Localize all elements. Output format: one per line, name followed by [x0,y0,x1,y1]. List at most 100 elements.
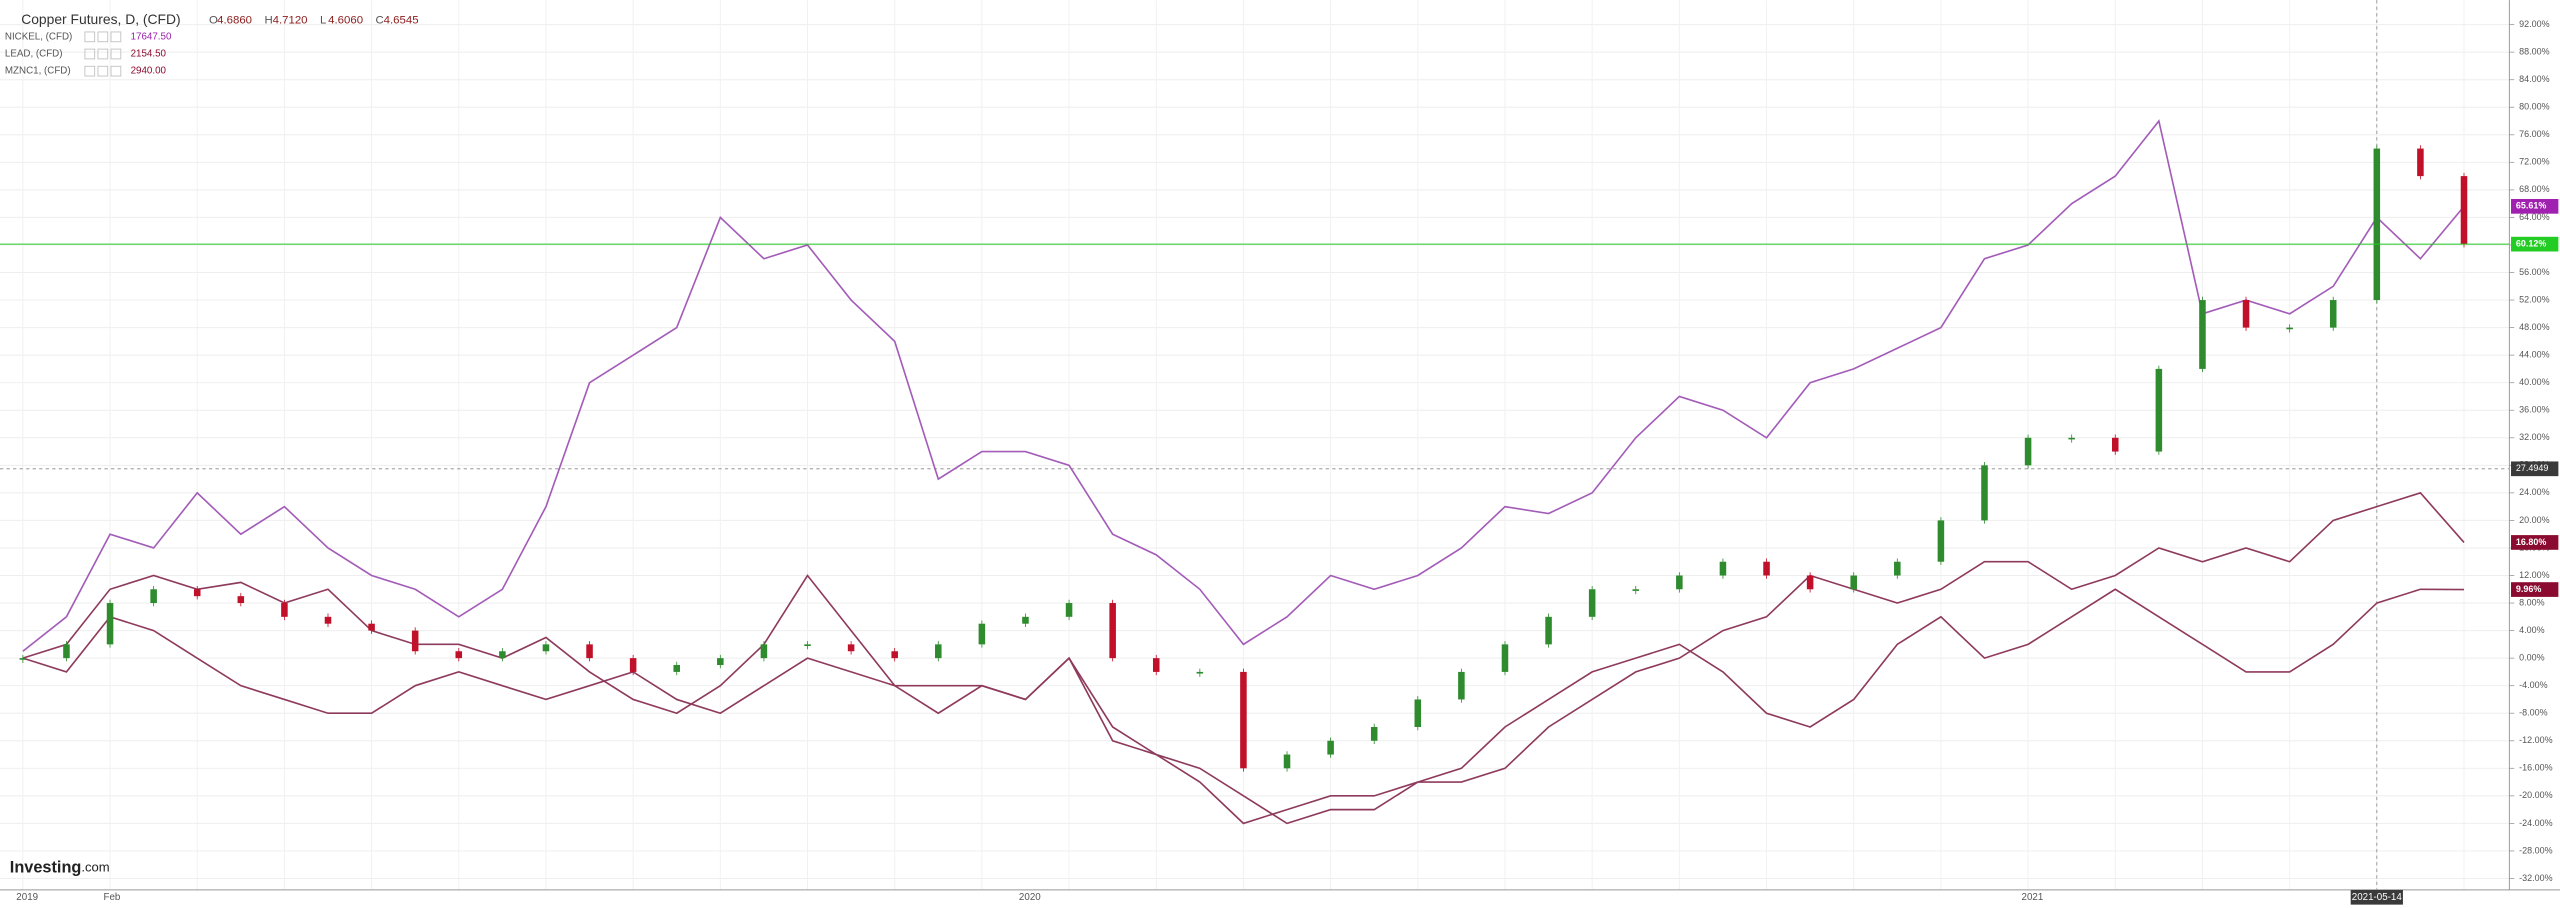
y-tick-label: -20.00% [2519,790,2552,800]
price-tag-label: 16.80% [2516,537,2546,547]
legend-button [84,31,96,43]
price-tag-label: 65.61% [2516,201,2546,211]
candle [1065,603,1073,617]
legend-button [110,31,122,43]
candle [847,644,855,652]
y-tick-label: 72.00% [2519,157,2549,167]
candle [193,589,201,597]
crosshair-date-box [2350,889,2403,905]
legend-name: NICKEL, (CFD) [5,31,72,42]
candle [542,644,550,652]
candle [1806,575,1814,590]
legend-button [110,48,122,60]
legend-price: 2154.50 [131,49,167,60]
axes: 92.00% 88.00% 84.00% 80.00% 76.00% 72.00% 68.0… [16,19,2559,905]
ohlc-value: 4.6545 [384,15,419,27]
candle [2024,437,2032,466]
series-line [22,119,2465,652]
candle [2286,327,2293,330]
candle [1545,616,1552,645]
logo: Investing.com [10,859,110,877]
ohlc-key: L [320,15,326,27]
candle [1458,671,1465,700]
y-tick-label: 68.00% [2519,184,2549,194]
candle [2155,368,2163,452]
candle [1109,603,1116,659]
y-tick-label: 84.00% [2519,74,2549,84]
y-tick-label: 32.00% [2519,432,2549,442]
candle [1283,754,1291,769]
y-tick-label: -28.00% [2519,845,2552,855]
candle [499,651,506,659]
candle [891,651,898,659]
candle [1763,561,1770,576]
candle [1152,658,1160,672]
legend-price: 2940.00 [131,66,167,77]
candle [63,644,70,659]
y-tick-label: -4.00% [2519,680,2547,690]
x-tick-label: 2019 [16,892,38,903]
x-tick-label: 2020 [1019,892,1041,903]
y-tick-label: 52.00% [2519,294,2549,304]
y-tick-label: 76.00% [2519,129,2549,139]
candle [1850,575,1857,590]
candle [237,596,245,604]
candle [978,623,986,645]
grid [0,0,2510,890]
price-tag [2511,535,2559,550]
candle [106,603,114,645]
legend-name: MZNC1, (CFD) [5,66,71,77]
ohlc-key: C [376,15,384,27]
candle [629,658,637,672]
crosshair-tag [2511,461,2559,477]
candle [19,658,27,660]
candle [2460,176,2468,245]
candle [1414,699,1422,727]
candle [1719,561,1727,576]
legend-button [110,65,122,77]
y-tick-label: -24.00% [2519,818,2552,828]
candle [1981,465,1988,521]
candle [1196,671,1204,674]
logo-main: Investing [10,859,82,877]
candle [281,603,288,617]
candle [2199,300,2206,369]
y-tick-label: 8.00% [2519,597,2544,607]
y-tick-label: 44.00% [2519,350,2549,360]
candle [2242,300,2250,328]
legend-button [84,65,96,77]
legend-button [97,48,109,60]
y-tick-label: 24.00% [2519,487,2549,497]
legend-button [97,31,109,43]
logo-suffix: .com [81,860,109,875]
y-tick-label: 48.00% [2519,322,2549,332]
candle [1501,644,1509,672]
candle [150,589,157,604]
candle [1676,575,1683,590]
candle [1588,589,1596,617]
price-tag [2511,582,2559,597]
crosshair-tag-label: 27.4949 [2516,463,2548,473]
candle [2068,437,2075,440]
y-tick-label: 80.00% [2519,102,2549,112]
ohlc-key: O [209,15,218,27]
candle [2373,148,2381,301]
ohlc-value: 4.6060 [328,15,363,27]
candle [1370,726,1378,741]
y-tick-label: 64.00% [2519,212,2549,222]
candle [1240,671,1247,769]
candle [804,644,811,646]
y-tick-label: 12.00% [2519,570,2549,580]
y-tick-label: 92.00% [2519,19,2549,29]
legend-button [97,65,109,77]
price-tag-label: 60.12% [2516,239,2546,249]
candle [673,665,680,672]
x-tick-label: 2021 [2022,892,2044,903]
candle [586,644,593,659]
candle [2112,437,2119,452]
y-tick-label: 88.00% [2519,47,2549,57]
y-tick-label: -8.00% [2519,708,2547,718]
